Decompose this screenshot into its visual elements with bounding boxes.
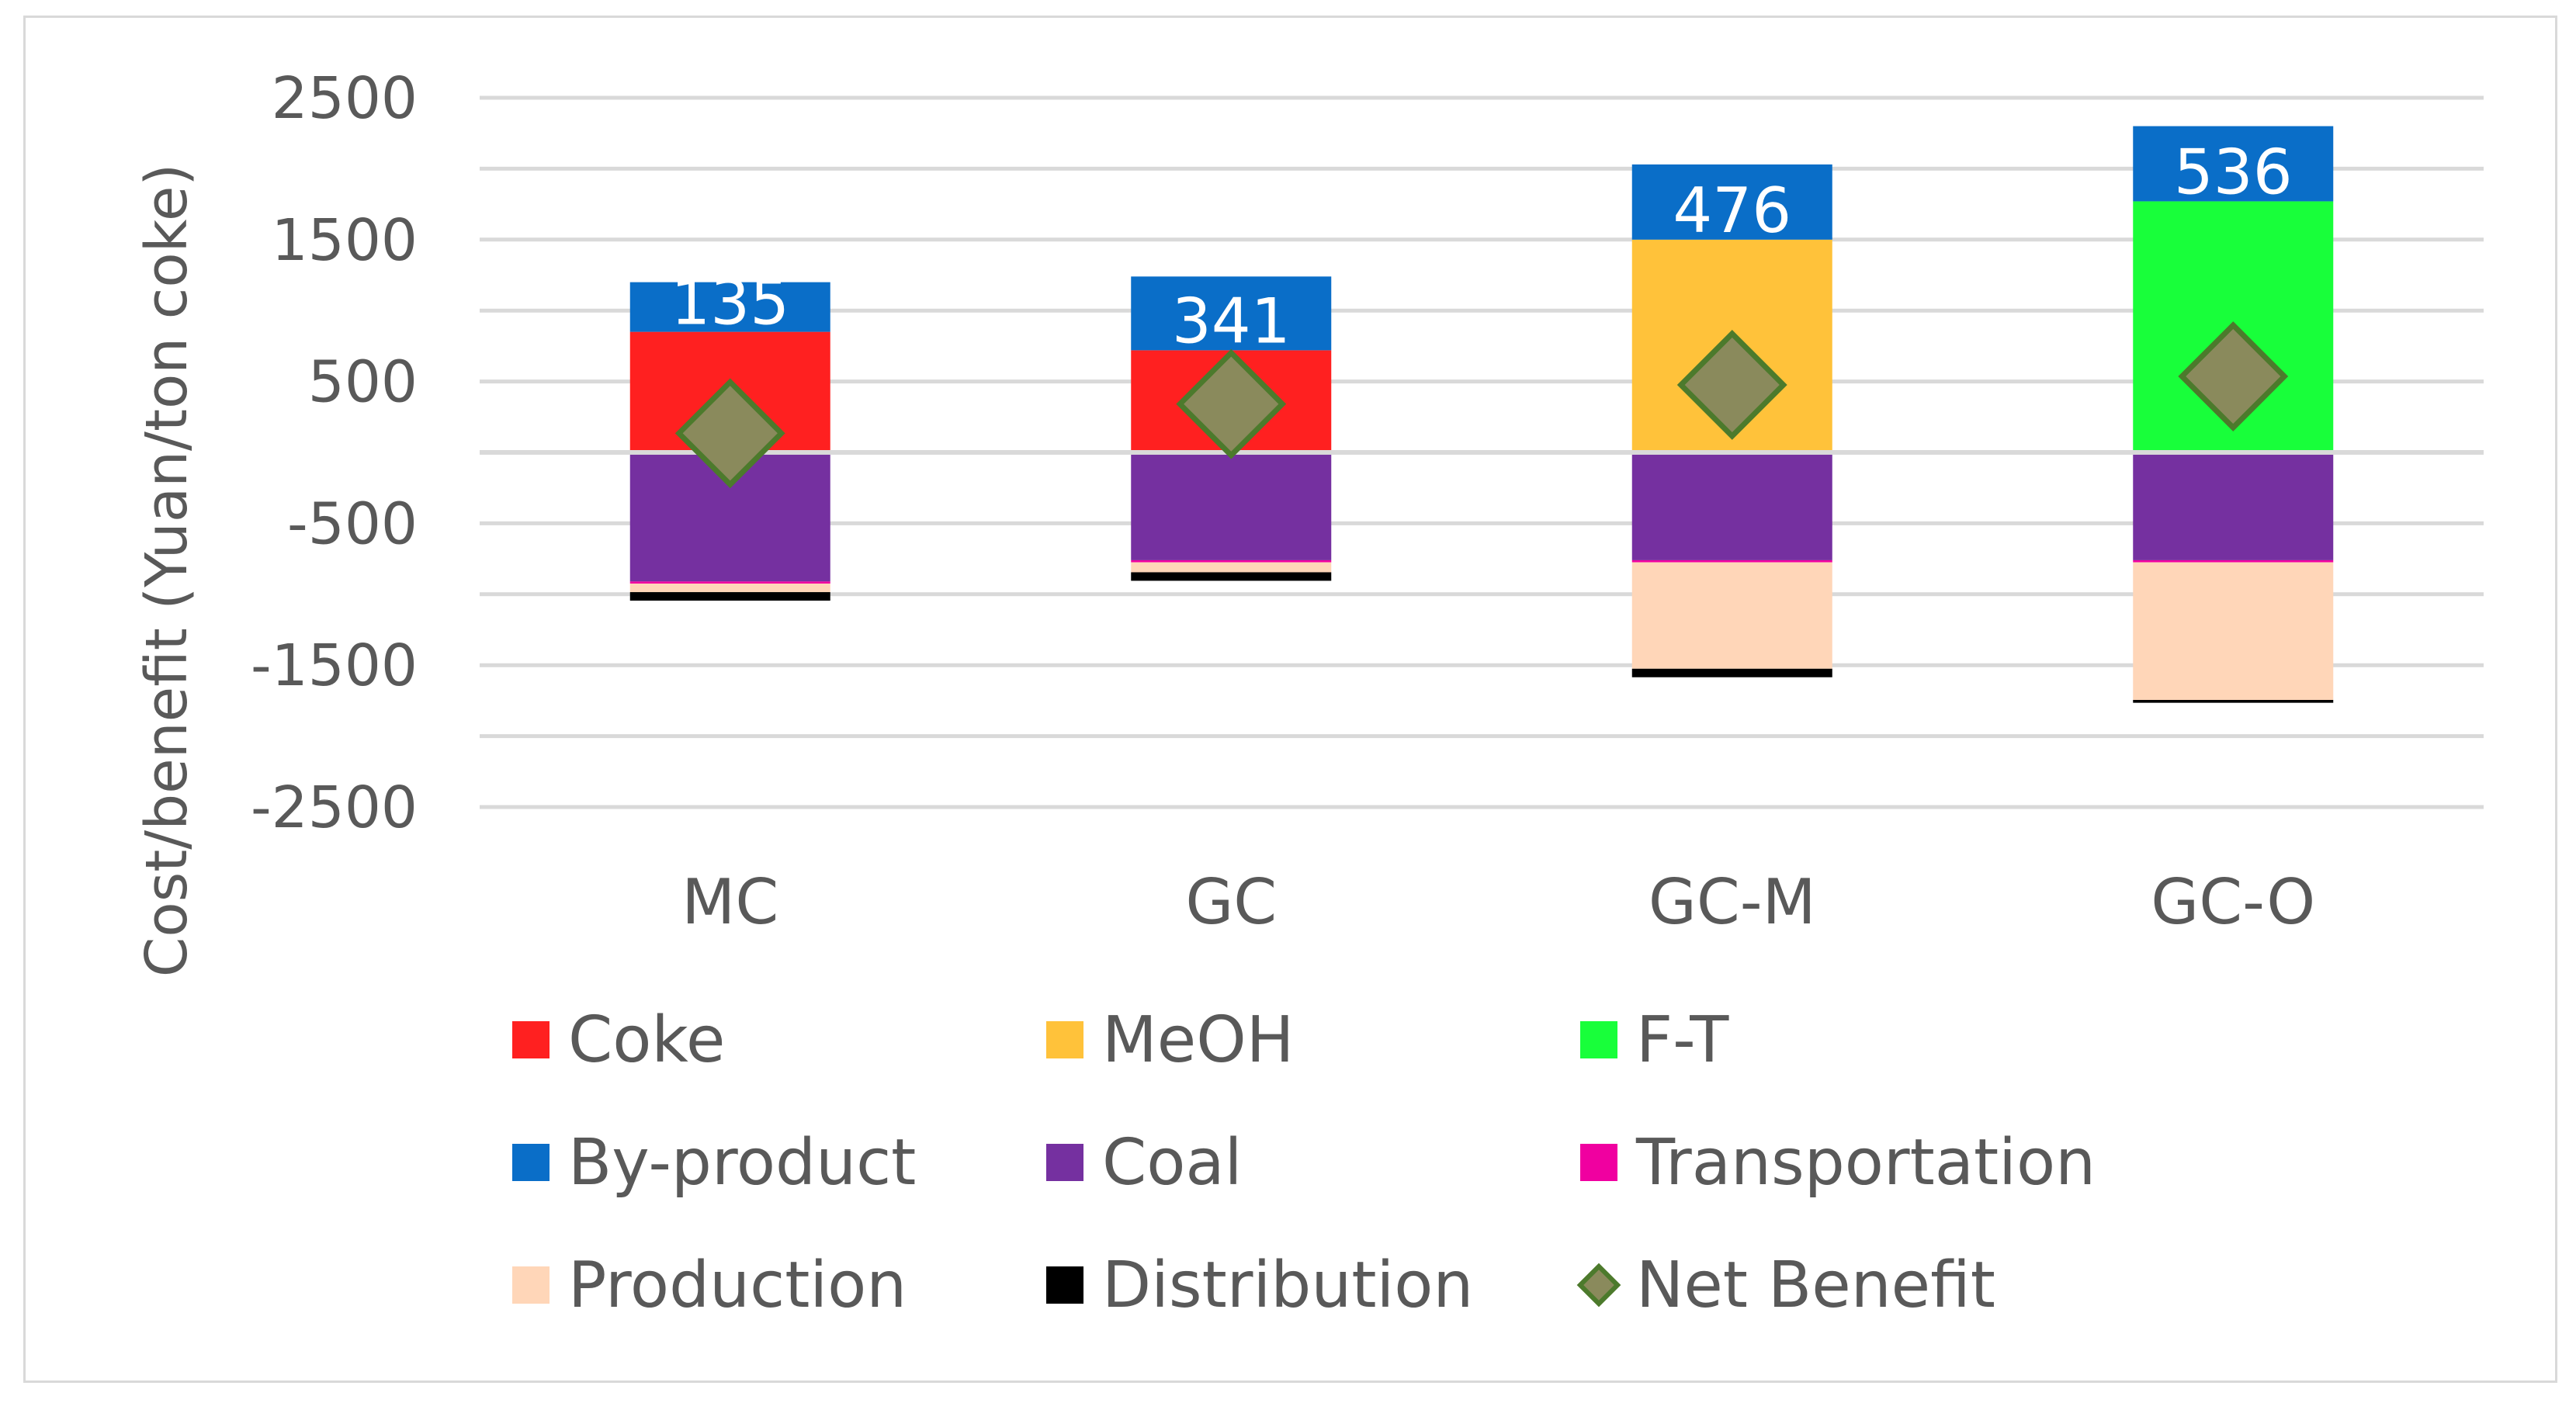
bar-segment-distribution [1631,668,1832,677]
bar-segment-production [1631,562,1832,669]
data-labels: 135 341 476 536 [671,136,2292,357]
bar-segment-by-product [1131,276,1332,351]
legend-swatch [1046,1144,1083,1181]
legend-swatch [1580,1144,1617,1181]
y-tick-labels: 2500 1500 500 -500 -1500 -2500 [251,65,418,841]
legend-item: Production [512,1246,907,1324]
data-label: 135 [671,267,789,339]
bar-segment-transportation [1131,559,1332,563]
legend-item: Distribution [1046,1246,1473,1324]
bar-segment-by-product [629,282,830,332]
x-category-label: GC-O [2151,866,2315,938]
legend-swatch [512,1021,550,1058]
bar-segment-distribution [629,592,830,601]
legend-label: By-product [568,1125,917,1200]
bar-segment-transportation [2133,559,2334,563]
net-benefit-marker [1676,330,1787,440]
bar-segment-by-product [2133,126,2334,202]
legend-label: MeOH [1102,1003,1295,1077]
legend-swatch [512,1266,550,1304]
net-benefit-marker [674,378,785,489]
legend-swatch [1046,1021,1083,1058]
legend-swatch [1580,1021,1617,1058]
x-category-label: GC-M [1649,866,1816,938]
data-label: 536 [2174,136,2293,208]
legend-item: Coal [1046,1124,1242,1201]
bar-segment-transportation [1631,559,1832,563]
y-tick-label: 2500 [272,65,418,132]
bar-segment-transportation [629,581,830,584]
legend-item: Transportation [1580,1124,2096,1201]
bar-segment-by-product [1631,164,1832,240]
bar-segment-production [1131,562,1332,573]
bar-segment-coal [1631,452,1832,560]
bar-segment-distribution [2133,699,2334,703]
net-benefit-markers [674,321,2289,489]
bar-segment-production [629,584,830,593]
y-tick-label: 500 [308,349,418,416]
legend-label: Transportation [1636,1125,2096,1200]
legend-item: Coke [512,1001,725,1079]
legend-item: By-product [512,1124,916,1201]
legend-item: F-T [1580,1001,1728,1079]
y-tick-label: 1500 [272,207,418,274]
legend-label: Coke [568,1003,726,1077]
y-tick-label: -500 [287,490,418,557]
bar-segment-production [2133,562,2334,700]
legend-item: MeOH [1046,1001,1294,1079]
y-axis-label: Cost/benefit (Yuan/ton coke) [133,164,200,977]
legend-swatch [1576,1263,1621,1308]
bars [629,126,2334,703]
chart-frame [23,16,2557,1383]
bar-segment-coal [2133,452,2334,560]
legend-label: Distribution [1102,1248,1474,1322]
legend-label: F-T [1636,1003,1729,1077]
legend-swatch [1046,1266,1083,1304]
legend-label: Net Benefit [1636,1248,1995,1322]
data-label: 341 [1172,285,1291,357]
data-label: 476 [1673,175,1791,247]
net-benefit-marker [1176,348,1287,459]
x-category-label: GC [1185,866,1277,938]
legend-label: Coal [1102,1125,1243,1200]
legend-label: Production [568,1248,907,1322]
bar-segment-coal [1131,452,1332,560]
y-tick-label: -2500 [251,774,418,841]
x-category-label: MC [681,866,778,938]
y-tick-label: -1500 [251,632,418,699]
net-benefit-marker [2178,321,2289,431]
legend-swatch [512,1144,550,1181]
bar-segment-distribution [1131,572,1332,581]
x-category-labels: MC GC GC-M GC-O [681,866,2315,938]
legend-item: Net Benefit [1576,1246,1995,1324]
